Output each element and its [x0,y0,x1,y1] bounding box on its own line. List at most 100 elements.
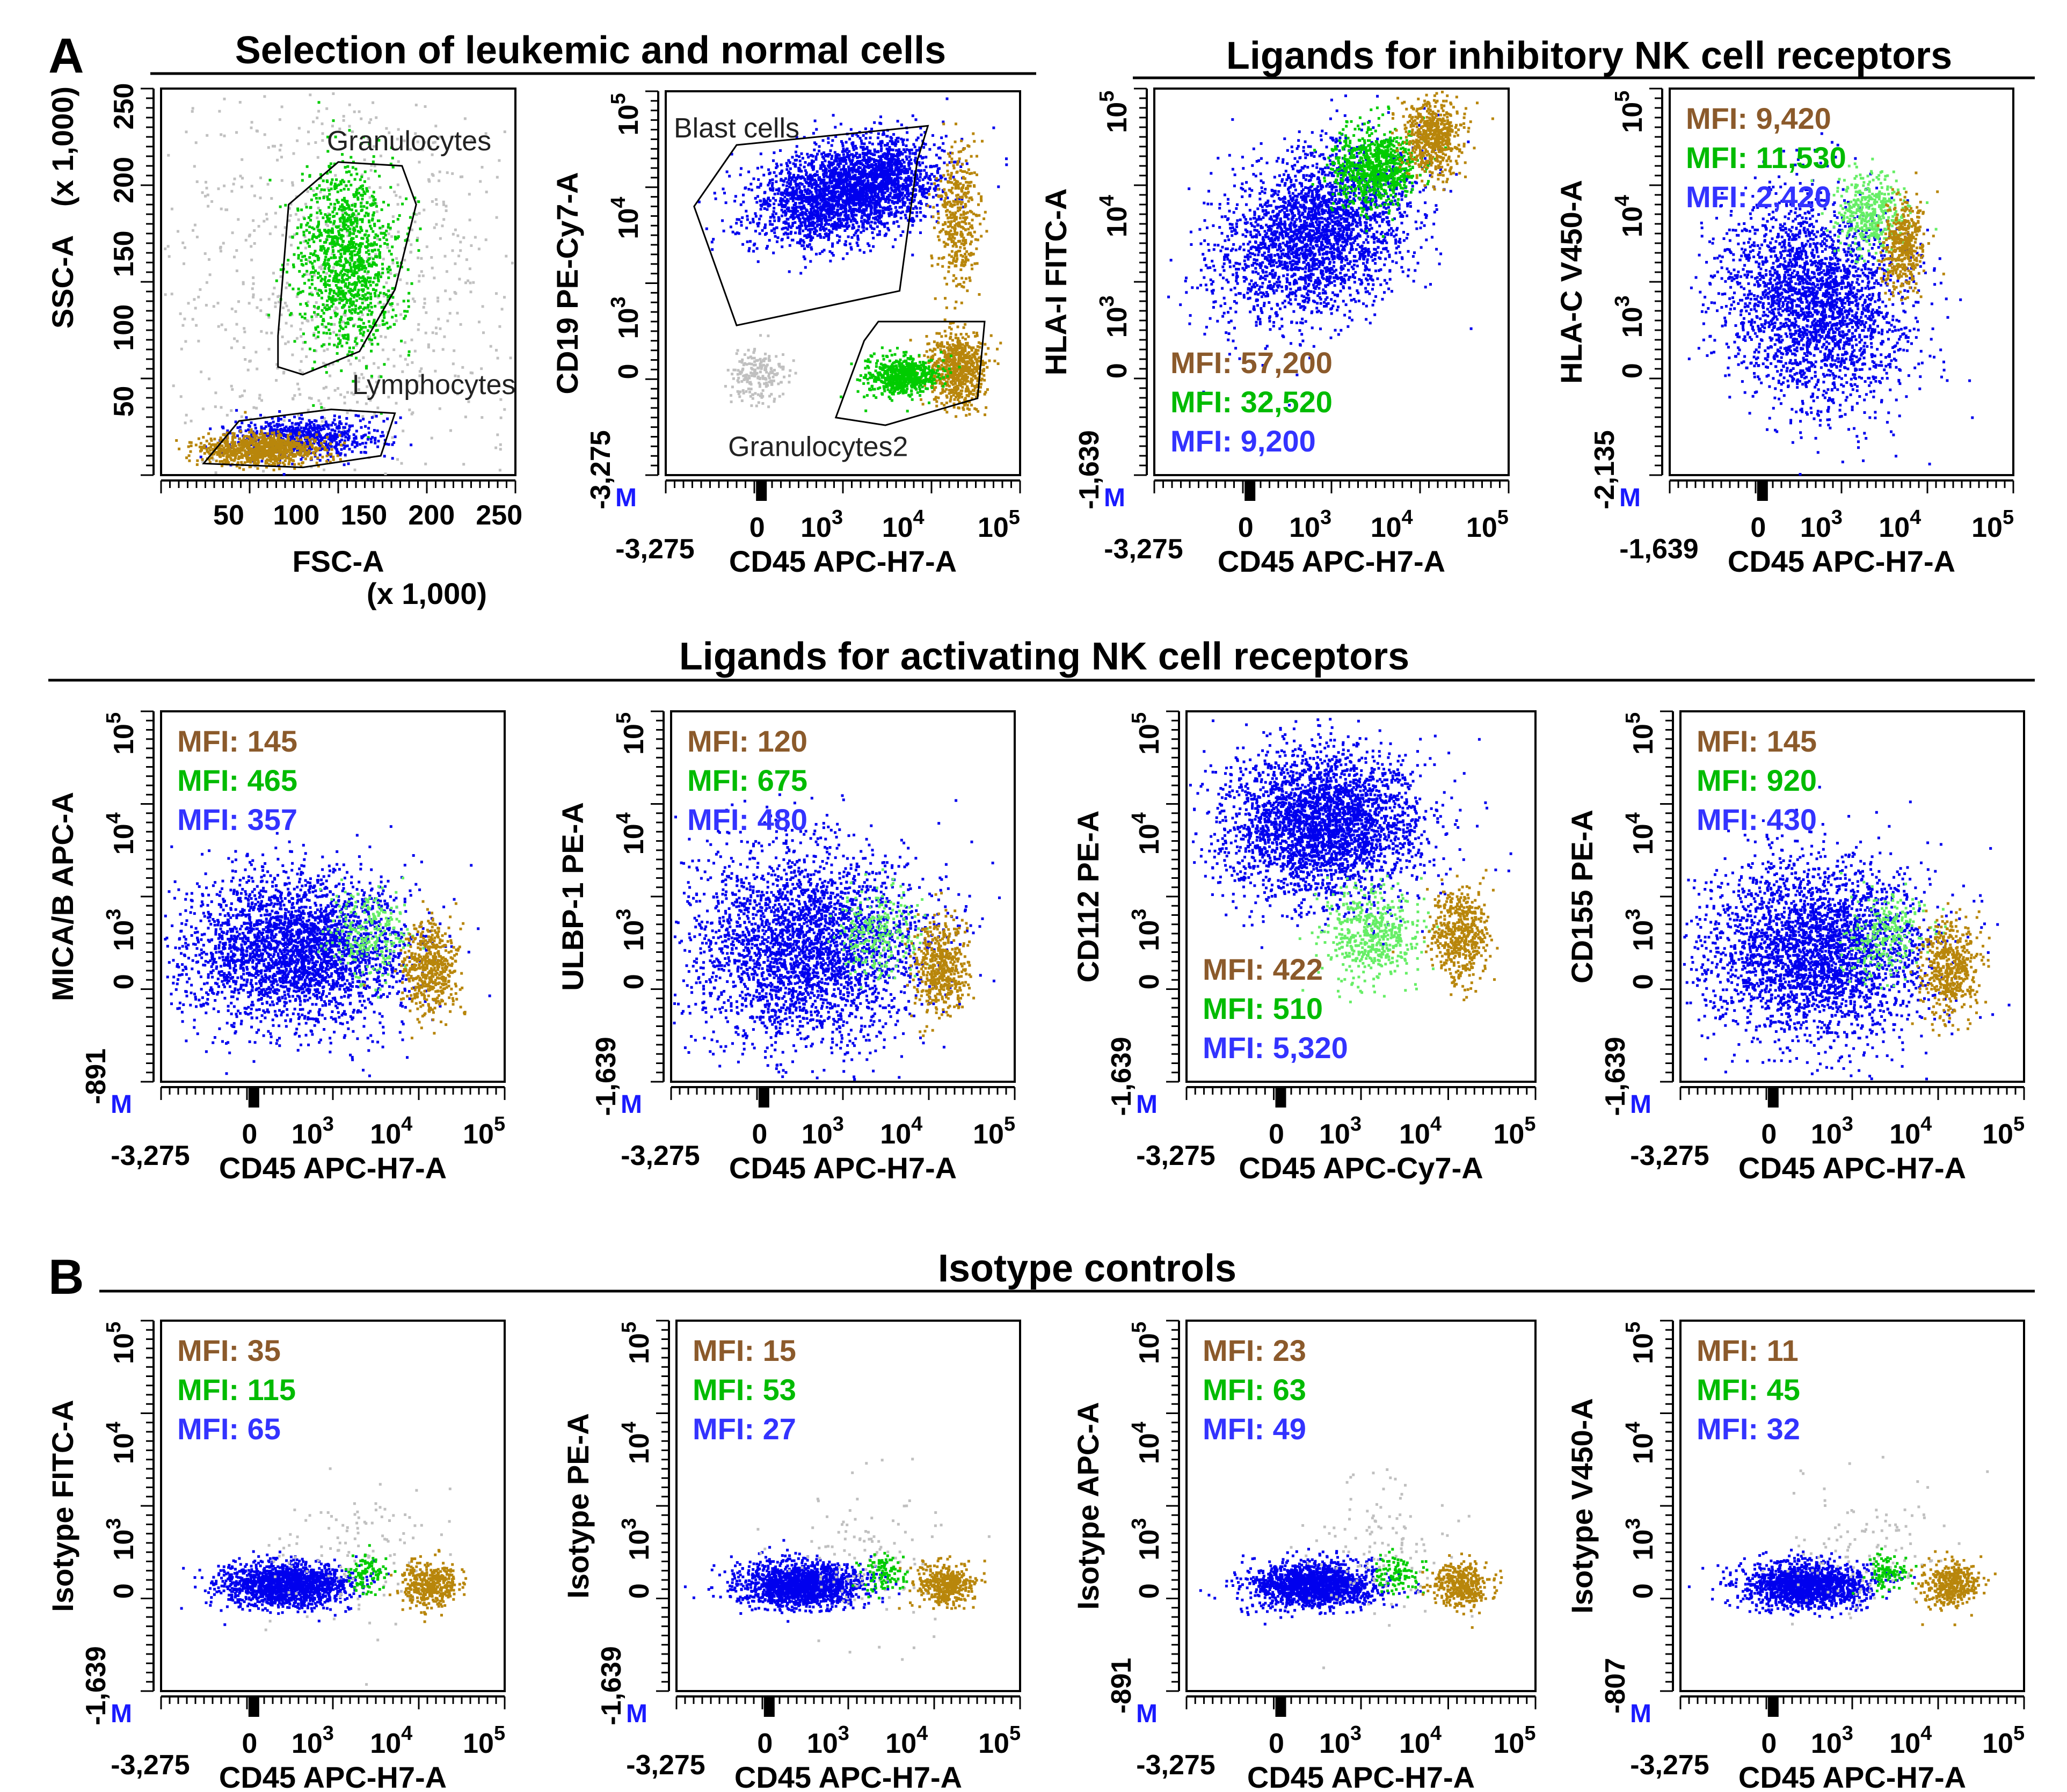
x-tick-label: 104 [1879,506,1921,543]
x-tick-label: 103 [807,1722,849,1759]
section-title-activating: Ligands for activating NK cell receptors [679,635,1409,678]
mfi-label: MFI: 9,420 [1686,101,1831,135]
mfi-label: MFI: 430 [1697,803,1817,836]
m-marker: M [1619,484,1641,512]
y-tick-label: -1,639 [591,1037,622,1116]
event-cloud [1687,1548,1916,1619]
x-tick-label: 105 [1494,1722,1536,1759]
y-axis-label: SSC-A [46,235,79,329]
x-tick-label: 100 [273,500,320,531]
x-axis-label: CD45 APC-H7-A [734,1760,962,1792]
x-tick-label: 50 [213,500,244,531]
x-tick-label: -3,275 [111,1750,190,1781]
event-cloud [898,1555,987,1610]
y-tick-label: 105 [1128,712,1165,755]
y-tick-label: 100 [108,304,140,351]
event-cloud [175,411,346,471]
y-tick-label: 103 [613,909,650,951]
event-cloud [1391,90,1494,192]
y-axis-label: Isotype V450-A [1565,1398,1599,1614]
event-cloud [683,1539,901,1623]
gate-label: Granulocytes [327,126,491,157]
y-tick-label: 104 [1622,812,1659,855]
x-axis-label: CD45 APC-H7-A [1738,1151,1966,1185]
x-tick-label: 105 [973,1113,1015,1150]
panel-letter-a: A [48,28,84,83]
event-cloud [673,793,1001,1081]
event-cloud [926,122,988,369]
mfi-label: MFI: 11,530 [1686,141,1846,174]
y-tick-label: 103 [1622,909,1659,951]
mfi-label: MFI: 115 [177,1373,296,1407]
y-tick-label: 104 [1096,195,1133,237]
x-tick-label: 103 [800,506,843,543]
x-tick-label: 104 [880,1113,922,1150]
gate-label: Granulocytes2 [728,431,908,462]
x-tick-label: 250 [476,500,522,531]
m-marker: M [1136,1700,1158,1728]
x-tick-label: 0 [1761,1119,1777,1150]
x-tick-label: 105 [1982,1113,2025,1150]
x-tick-label: 0 [242,1119,257,1150]
x-axis-label: CD45 APC-H7-A [219,1151,447,1185]
y-tick-label: 150 [108,230,140,277]
event-cloud [164,825,491,1077]
y-axis-label: HLA-I FITC-A [1039,188,1073,375]
y-tick-label: -1,639 [1074,430,1105,509]
x-tick-label: -3,275 [1630,1140,1709,1171]
y-axis-label: ULBP-1 PE-A [556,802,589,991]
x-tick-label: 0 [749,512,765,543]
x-tick-label: 105 [978,506,1020,543]
plot-p7: -3,275 0 103 104 105 -1,639 0 103 104 105 M CD45 AP… [1071,710,1537,1185]
mfi-label: MFI: 120 [687,724,807,758]
y-tick-label: 103 [618,1518,655,1561]
mfi-label: MFI: 920 [1697,763,1817,797]
y-tick-label: 105 [1128,1322,1165,1364]
mfi-label: MFI: 65 [177,1412,281,1446]
mfi-label: MFI: 357 [177,803,297,836]
event-cloud [1909,902,1991,1037]
x-tick-label: 0 [1238,512,1254,543]
y-tick-label: 105 [1622,712,1659,755]
y-tick-label: 104 [1128,812,1165,855]
m-marker: M [626,1700,647,1728]
mfi-label: MFI: 145 [177,724,297,758]
y-tick-label: 0 [1628,974,1659,989]
mfi-label: MFI: 23 [1203,1334,1306,1367]
mfi-label: MFI: 9,200 [1170,424,1316,458]
x-tick-label: -3,275 [1136,1750,1215,1781]
y-axis-label: CD155 PE-A [1565,810,1599,984]
y-tick-label: 105 [1611,91,1648,133]
m-marker: M [615,484,637,512]
mfi-label: MFI: 57,200 [1170,346,1333,380]
mfi-label: MFI: 63 [1203,1373,1306,1407]
y-tick-label: 104 [1622,1422,1659,1464]
mfi-label: MFI: 2,420 [1686,180,1831,214]
event-cloud [1189,718,1512,951]
y-tick-label: 0 [108,1583,140,1599]
x-tick-label: 104 [885,1722,928,1759]
mfi-label: MFI: 15 [693,1334,796,1367]
x-tick-label: 0 [1750,512,1766,543]
y-axis-label: Isotype FITC-A [46,1400,79,1612]
x-zero-marker [248,1696,259,1717]
x-tick-label: -3,275 [1104,534,1183,565]
x-zero-marker [1275,1087,1286,1108]
x-axis-label: CD45 APC-H7-A [1728,544,1955,578]
mfi-label: MFI: 465 [177,763,297,797]
panel-letter-b: B [48,1250,84,1305]
x-tick-label: 105 [463,1722,505,1759]
event-cloud [363,900,467,1039]
x-tick-label: 104 [882,506,925,543]
m-marker: M [621,1090,642,1119]
mfi-label: MFI: 27 [693,1412,796,1446]
event-cloud [1311,105,1447,238]
event-cloud [1810,157,1938,272]
x-tick-label: -3,275 [111,1140,190,1171]
y-tick-label: 103 [1128,909,1165,951]
x-tick-label: 105 [1982,1722,2025,1759]
event-cloud [1392,869,1499,1001]
section-title-selection: Selection of leukemic and normal cells [235,29,946,72]
mfi-label: MFI: 11 [1697,1334,1799,1367]
